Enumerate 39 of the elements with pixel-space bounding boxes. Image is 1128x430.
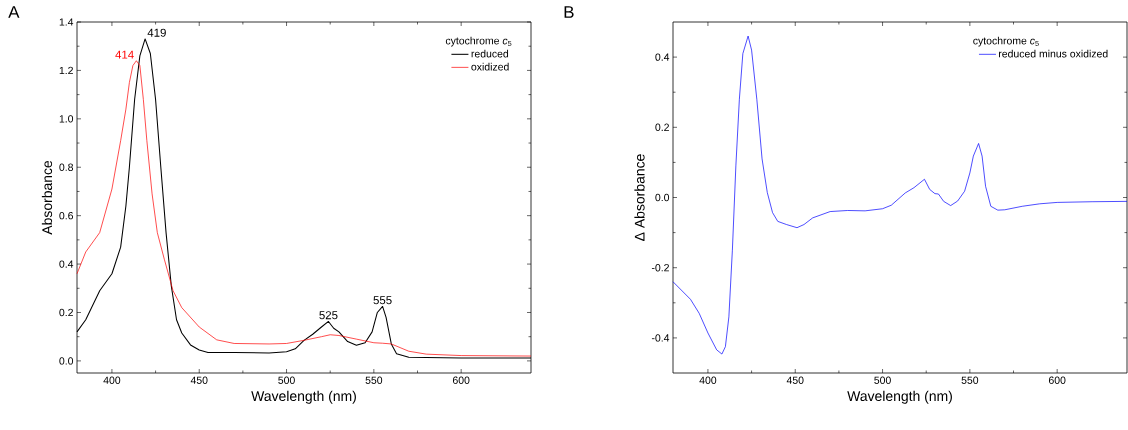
y-tick-label: 1.4: [59, 18, 74, 26]
y-tick-label: 1.0: [59, 115, 74, 123]
y-tick-label: -0.2: [651, 264, 669, 272]
x-tick-label: 400: [699, 376, 717, 384]
x-axis-title: Wavelength (nm): [847, 390, 952, 404]
text: B: [564, 6, 574, 18]
annotation: 525: [319, 311, 338, 320]
x-tick-label: 500: [874, 376, 891, 384]
x-tick-label: 550: [961, 376, 979, 384]
annotation: 414: [115, 50, 134, 59]
x-tick-label: 600: [1048, 376, 1066, 384]
y-tick-label: 0.0: [59, 357, 74, 365]
y-tick-label: 1.2: [59, 66, 73, 75]
y-tick-label: 0.2: [655, 123, 669, 132]
legend-label: reduced minus oxidized: [999, 49, 1108, 58]
annotation: 555: [373, 296, 392, 305]
legend-title: cytochrome c$_{5}$: [445, 36, 512, 47]
y-axis-title: Δ Absorbance: [634, 154, 645, 241]
x-tick-label: 450: [190, 376, 208, 384]
y-tick-label: 0.4: [655, 53, 670, 61]
y-tick-label: 0.2: [59, 308, 73, 317]
y-tick-label: 0.6: [59, 211, 74, 220]
text: A: [8, 6, 20, 18]
y-tick-label: -0.4: [651, 334, 670, 342]
y-tick-label: 0.8: [59, 163, 74, 171]
y-axis-title: Absorbance: [41, 160, 53, 235]
x-tick-label: 400: [103, 376, 121, 384]
x-tick-label: 550: [365, 376, 383, 384]
annotation: 419: [147, 28, 166, 37]
x-tick-label: 450: [786, 376, 804, 384]
y-tick-label: 0.4: [59, 260, 74, 268]
legend-label: reduced: [471, 49, 509, 58]
y-tick-label: 0.0: [655, 193, 670, 202]
x-axis-title: Wavelength (nm): [251, 390, 356, 404]
legend-title: cytochrome c$_{5}$: [973, 36, 1039, 47]
legend-label: oxidized: [471, 62, 509, 71]
line-series: [672, 35, 1128, 355]
x-tick-label: 500: [278, 376, 295, 384]
x-tick-label: 600: [452, 376, 470, 384]
